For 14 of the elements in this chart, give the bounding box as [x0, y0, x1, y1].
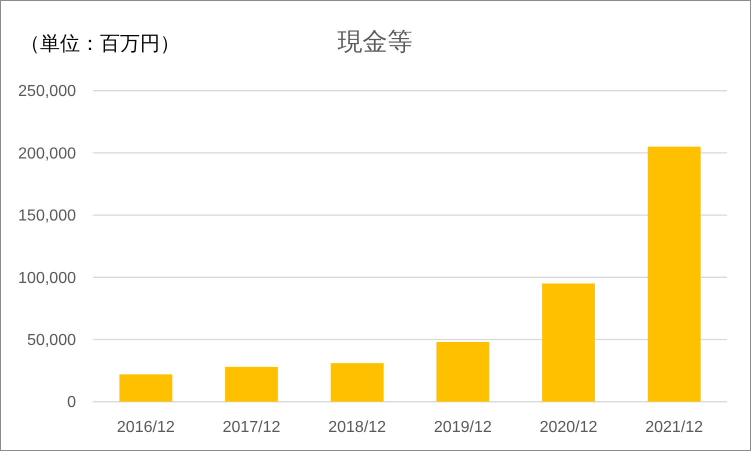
y-tick-label: 0	[67, 394, 76, 412]
y-tick-label: 250,000	[18, 83, 76, 100]
y-tick-label: 50,000	[27, 332, 76, 349]
x-tick-label: 2016/12	[116, 419, 175, 436]
x-tick-label: 2021/12	[645, 419, 704, 436]
title: 現金等	[338, 28, 412, 56]
y-tick-label: 100,000	[18, 270, 76, 287]
annotation: （単位：百万円）	[20, 33, 180, 55]
x-tick-label: 2019/12	[434, 419, 492, 436]
y-tick-label: 200,000	[18, 145, 76, 162]
x-tick-label: 2020/12	[540, 419, 598, 436]
x-tick-label: 2017/12	[222, 419, 281, 436]
y-tick-label: 150,000	[18, 208, 76, 225]
x-tick-label: 2018/12	[328, 419, 386, 436]
